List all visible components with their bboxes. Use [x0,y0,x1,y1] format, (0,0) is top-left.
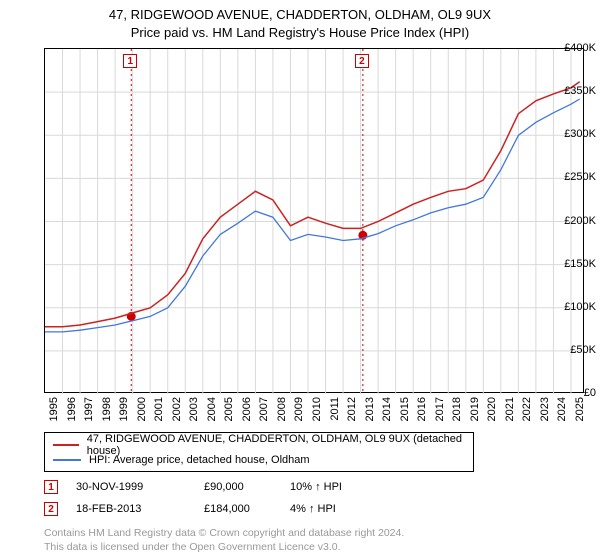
legend-label: HPI: Average price, detached house, Oldh… [89,454,310,466]
x-tick-label: 2003 [188,397,200,421]
sale-row: 1 30-NOV-1999 £90,000 10% ↑ HPI [44,476,368,498]
x-tick-label: 2016 [416,397,428,421]
y-tick-label: £150K [554,258,596,270]
event-marker: 1 [123,54,137,68]
sale-date: 30-NOV-1999 [76,481,186,493]
x-tick-label: 2020 [486,397,498,421]
x-tick-label: 2014 [381,397,393,421]
x-tick-label: 1996 [66,397,78,421]
legend: 47, RIDGEWOOD AVENUE, CHADDERTON, OLDHAM… [44,432,474,472]
y-tick-label: £50K [554,344,596,356]
event-marker: 1 [44,480,58,494]
footer-line-1: Contains HM Land Registry data © Crown c… [44,526,404,540]
plot-svg [45,49,585,394]
event-marker: 2 [355,54,369,68]
x-tick-label: 1998 [101,397,113,421]
x-tick-label: 1997 [83,397,95,421]
y-tick-label: £300K [554,128,596,140]
sale-date: 18-FEB-2013 [76,503,186,515]
x-tick-label: 2004 [206,397,218,421]
x-tick-label: 2022 [521,397,533,421]
chart-title: 47, RIDGEWOOD AVENUE, CHADDERTON, OLDHAM… [0,0,600,41]
x-tick-label: 2013 [364,397,376,421]
sale-row: 2 18-FEB-2013 £184,000 4% ↑ HPI [44,498,368,520]
figure-container: 47, RIDGEWOOD AVENUE, CHADDERTON, OLDHAM… [0,0,600,560]
event-marker: 2 [44,502,58,516]
sale-events-table: 1 30-NOV-1999 £90,000 10% ↑ HPI 2 18-FEB-2013… [44,476,368,520]
legend-swatch [53,444,79,446]
x-tick-label: 2024 [556,397,568,421]
sale-price: £90,000 [204,481,272,493]
x-tick-label: 2012 [346,397,358,421]
x-tick-label: 2010 [311,397,323,421]
x-tick-label: 2017 [434,397,446,421]
legend-swatch [53,459,81,461]
x-tick-label: 2002 [171,397,183,421]
y-tick-label: £350K [554,85,596,97]
legend-row: 47, RIDGEWOOD AVENUE, CHADDERTON, OLDHAM… [53,437,465,452]
series-line [45,82,580,327]
x-tick-label: 2021 [504,397,516,421]
title-line-1: 47, RIDGEWOOD AVENUE, CHADDERTON, OLDHAM… [0,6,600,24]
series-line [45,99,580,332]
x-tick-label: 2009 [293,397,305,421]
x-tick-label: 2007 [258,397,270,421]
x-tick-label: 2015 [399,397,411,421]
footer-line-2: This data is licensed under the Open Gov… [44,540,404,554]
x-tick-label: 2023 [539,397,551,421]
x-tick-label: 2025 [574,397,586,421]
x-tick-label: 2000 [136,397,148,421]
y-tick-label: £400K [554,42,596,54]
x-tick-label: 2005 [223,397,235,421]
attribution-footer: Contains HM Land Registry data © Crown c… [44,526,404,554]
x-tick-label: 2008 [276,397,288,421]
y-tick-label: £100K [554,301,596,313]
title-line-2: Price paid vs. HM Land Registry's House … [0,24,600,42]
y-tick-label: £250K [554,171,596,183]
sale-hpi-delta: 4% ↑ HPI [290,503,368,515]
sale-price: £184,000 [204,503,272,515]
x-tick-label: 2018 [451,397,463,421]
x-tick-label: 2019 [469,397,481,421]
x-tick-label: 1999 [118,397,130,421]
x-tick-label: 1995 [48,397,60,421]
x-tick-label: 2011 [329,397,341,421]
x-tick-label: 2001 [153,397,165,421]
y-tick-label: £200K [554,215,596,227]
x-tick-label: 2006 [241,397,253,421]
plot-area [44,48,584,393]
sale-hpi-delta: 10% ↑ HPI [290,481,368,493]
